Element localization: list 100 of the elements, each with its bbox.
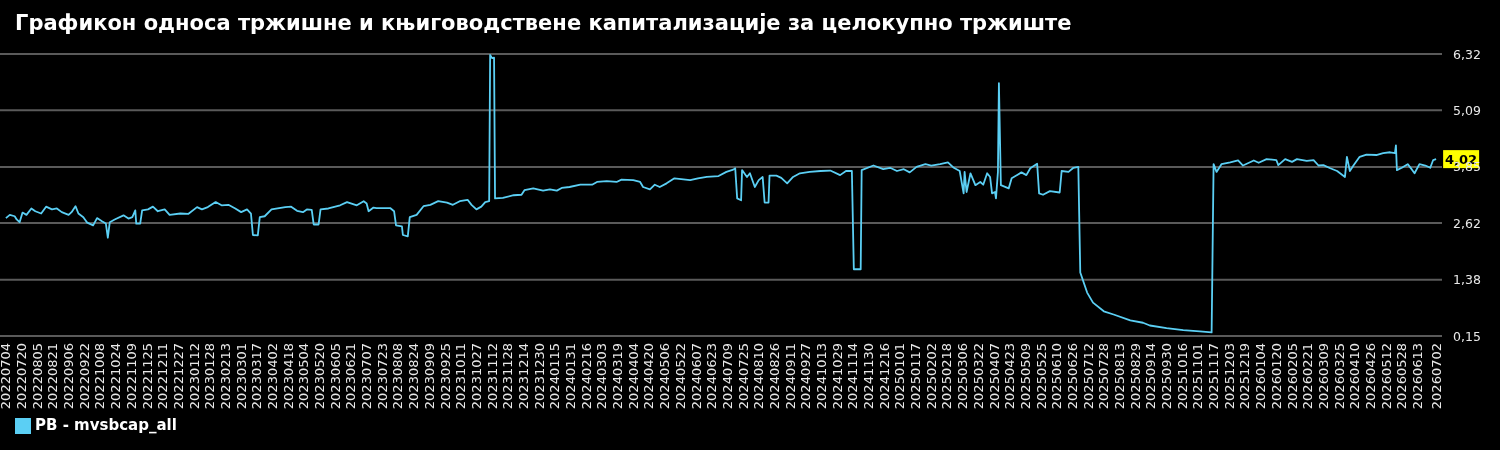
- legend-label: PB - mvsbcap_all: [35, 416, 177, 434]
- x-tick-label: 20250930: [1159, 343, 1175, 410]
- y-tick-label: 5,09: [1453, 102, 1481, 118]
- x-tick-label: 20221211: [155, 343, 171, 410]
- x-tick-label: 20260426: [1362, 343, 1378, 410]
- x-tick-label: 20250728: [1096, 343, 1112, 410]
- x-tick-label: 20240826: [766, 343, 782, 410]
- x-tick-label: 20250101: [892, 343, 908, 410]
- x-tick-label: 20220821: [45, 343, 61, 410]
- x-tick-label: 20250829: [1127, 343, 1143, 410]
- x-tick-label: 20230707: [359, 343, 375, 410]
- x-tick-label: 20250525: [1033, 343, 1049, 410]
- x-tick-label: 20251101: [1190, 343, 1206, 410]
- x-tick-label: 20230402: [265, 343, 281, 410]
- x-tick-label: 20220922: [76, 343, 92, 410]
- x-tick-label: 20250407: [986, 343, 1002, 410]
- x-tick-label: 20240623: [704, 343, 720, 410]
- x-tick-label: 20240319: [610, 343, 626, 410]
- x-tick-label: 20250322: [970, 343, 986, 410]
- x-tick-label: 20240303: [594, 343, 610, 410]
- x-tick-label: 20220704: [0, 343, 14, 410]
- x-tick-label: 20250914: [1143, 343, 1159, 410]
- x-tick-label: 20231011: [453, 343, 469, 410]
- x-tick-label: 20230504: [296, 343, 312, 410]
- x-tick-label: 20230213: [217, 343, 233, 410]
- line-series: [4, 54, 1438, 334]
- x-tick-label: 20260205: [1284, 343, 1300, 410]
- x-tick-label: 20231230: [531, 343, 547, 410]
- x-tick-label: 20231214: [515, 343, 531, 410]
- x-tick-label: 20250509: [1017, 343, 1033, 410]
- x-tick-label: 20250813: [1111, 343, 1127, 410]
- x-tick-label: 20221024: [108, 343, 124, 410]
- x-tick-label: 20260325: [1331, 343, 1347, 410]
- x-tick-label: 20240709: [719, 343, 735, 410]
- x-tick-label: 20240911: [782, 343, 798, 410]
- x-tick-label: 20240522: [672, 343, 688, 410]
- x-tick-label: 20251203: [1221, 343, 1237, 410]
- x-tick-label: 20241216: [876, 343, 892, 410]
- x-tick-label: 20240115: [547, 343, 563, 410]
- x-tick-label: 20260512: [1378, 343, 1394, 410]
- x-tick-label: 20231112: [484, 343, 500, 410]
- chart-title: Графикон односа тржишне и књиговодствене капитализације за целокупно тржиште: [15, 11, 1072, 35]
- x-tick-label: 20230909: [421, 343, 437, 410]
- y-tick-label: 6,32: [1453, 46, 1481, 62]
- x-tick-label: 20241130: [861, 343, 877, 410]
- x-tick-label: 20250610: [1049, 343, 1065, 410]
- x-tick-label: 20240927: [798, 343, 814, 410]
- x-tick-label: 20241029: [829, 343, 845, 410]
- x-tick-label: 20221227: [170, 343, 186, 410]
- x-tick-label: 20221125: [139, 343, 155, 410]
- x-tick-label: 20230925: [437, 343, 453, 410]
- x-tick-label: 20260309: [1315, 343, 1331, 410]
- x-tick-label: 20230317: [249, 343, 265, 410]
- x-tick-label: 20230723: [374, 343, 390, 410]
- x-tick-label: 20230605: [327, 343, 343, 410]
- x-tick-label: 20221008: [92, 343, 108, 410]
- y-tick-label: 1,38: [1453, 272, 1481, 288]
- x-tick-label: 20260120: [1268, 343, 1284, 410]
- x-tick-label: 20220805: [29, 343, 45, 410]
- x-tick-label: 20241114: [845, 343, 861, 410]
- x-tick-label: 20250712: [1080, 343, 1096, 410]
- x-tick-label: 20251117: [1206, 343, 1222, 410]
- x-tick-label: 20240131: [563, 343, 579, 410]
- x-tick-label: 20250117: [908, 343, 924, 410]
- x-tick-label: 20240607: [688, 343, 704, 410]
- x-tick-label: 20260410: [1347, 343, 1363, 410]
- x-tick-label: 20251219: [1237, 343, 1253, 410]
- y-tick-label: 2,62: [1453, 215, 1481, 231]
- x-tick-label: 20230128: [202, 343, 218, 410]
- x-tick-label: 20230301: [233, 343, 249, 410]
- x-tick-label: 20231027: [468, 343, 484, 410]
- x-tick-label: 20240506: [657, 343, 673, 410]
- x-tick-label: 20260104: [1253, 343, 1269, 410]
- x-tick-label: 20230824: [406, 343, 422, 410]
- x-tick-label: 20250306: [955, 343, 971, 410]
- x-tick-label: 20240810: [751, 343, 767, 410]
- x-tick-label: 20240725: [735, 343, 751, 410]
- x-tick-label: 20220720: [14, 343, 30, 410]
- x-tick-label: 20250423: [1002, 343, 1018, 410]
- x-tick-label: 20230418: [280, 343, 296, 410]
- x-tick-label: 20260702: [1428, 343, 1444, 410]
- x-tick-label: 20230520: [312, 343, 328, 410]
- x-tick-label: 20240420: [641, 343, 657, 410]
- x-tick-label: 20240216: [578, 343, 594, 410]
- x-tick-label: 20251016: [1174, 343, 1190, 410]
- x-tick-label: 20250218: [939, 343, 955, 410]
- x-tick-label: 20250202: [923, 343, 939, 410]
- x-tick-label: 20260221: [1300, 343, 1316, 410]
- x-tick-label: 20220906: [61, 343, 77, 410]
- x-tick-label: 20231128: [500, 343, 516, 410]
- x-tick-label: 20240404: [625, 343, 641, 410]
- x-tick-label: 20260613: [1409, 343, 1425, 410]
- x-tick-label: 20230808: [390, 343, 406, 410]
- x-tick-label: 20221109: [123, 343, 139, 410]
- x-tick-label: 20230112: [186, 343, 202, 410]
- x-tick-label: 20241013: [813, 343, 829, 410]
- x-tick-label: 20230621: [343, 343, 359, 410]
- x-tick-label: 20250626: [1064, 343, 1080, 410]
- x-tick-label: 20260528: [1394, 343, 1410, 410]
- y-tick-label: 0,15: [1453, 328, 1481, 344]
